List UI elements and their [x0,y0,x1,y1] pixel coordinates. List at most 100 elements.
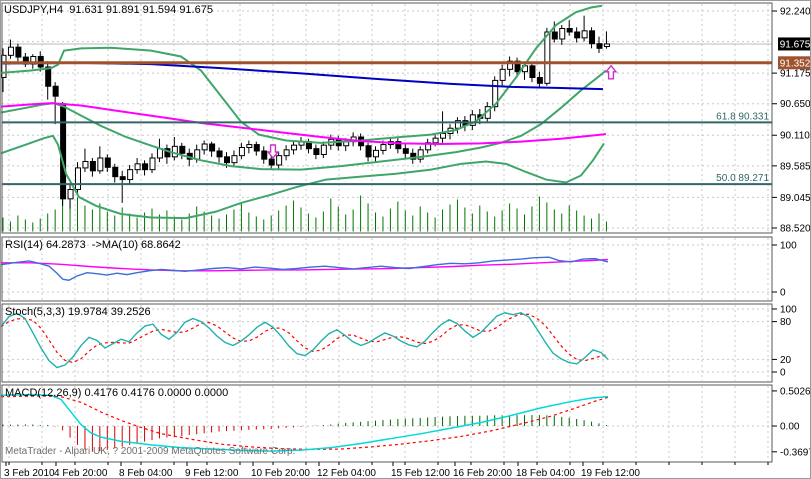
time-axis-label: 4 Feb 20:00 [54,468,108,479]
candle-bull [134,163,141,171]
macd-axis-label: 0.00 [780,422,800,433]
down-arrow-marker [266,144,280,160]
price-axis-label: 89.585 [780,161,811,172]
candle-bear [589,30,596,45]
macd-axis-label: 0.5026 [780,386,811,397]
candle-bear [119,176,126,181]
candle-bull [149,157,156,171]
macd-signal-line [1,395,609,450]
time-axis-label: 15 Feb 12:00 [391,468,450,479]
macd-label: MACD(12,26,9) 0.4176 0.4176 0.0000 0.000… [5,387,229,399]
candle-bull [440,132,447,139]
time-axis-label: 19 Feb 12:00 [581,468,640,479]
candle-bull [469,114,476,126]
candle-bear [15,46,22,58]
candle-bear [112,166,119,178]
rsi-line [1,256,609,281]
time-axis-label: 16 Feb 20:00 [453,468,512,479]
candle-bull [231,155,238,164]
macd-main-line [1,393,609,452]
candle-bear [395,141,402,150]
rsi-label: RSI(14) 64.2873 ->MA(10) 68.8642 [5,239,181,251]
candle-bull [603,43,610,48]
candle-bear [179,145,186,154]
candle-bull [320,144,327,155]
candle-bear [142,163,149,171]
stoch-axis-label: 100 [780,305,797,316]
candle-bull [75,167,81,190]
candle-bear [551,31,558,40]
candle-bear [566,27,573,33]
bollinger-lower [1,134,605,220]
stoch-main-line [1,312,609,369]
ma-magenta [1,102,607,145]
candle-bull [1,54,7,78]
bollinger-middle [1,69,607,171]
up-arrow-marker [604,64,618,80]
price-axis-label: 92.240 [780,7,811,18]
macd-panel [1,384,773,463]
rsi-panel [1,236,773,302]
candle-bull [194,149,201,160]
candle-bull [380,144,387,151]
macd-axis-label: -0.3697 [780,447,811,458]
stoch-axis-label: 0 [780,368,786,379]
candle-bear [216,150,223,158]
candle-bear [313,148,320,155]
candle-bear [224,156,230,164]
rsi-ma-line [1,258,609,272]
stoch-axis-label: 80 [780,317,792,328]
candle-bear [45,66,52,87]
candle-bear [514,60,521,73]
candle-bull [544,31,551,84]
candle-bull [492,79,499,108]
candle-bear [261,150,268,160]
candle-bull [507,60,514,70]
candle-bull [581,30,588,39]
chart-title: USDJPY,H4 91.631 91.891 91.594 91.675 [4,4,213,16]
time-axis-label: 8 Feb 04:00 [119,468,173,479]
candle-bear [253,144,260,152]
candle-bull [238,146,245,157]
price-axis-label: 90.650 [780,99,811,110]
candle-bull [291,144,298,151]
candle-bull [82,160,89,169]
hline-price-badge [778,56,810,70]
rsi-axis-label: 100 [780,241,797,252]
time-axis-label: 18 Feb 04:00 [516,468,575,479]
time-axis-label: 3 Feb 2010 [4,468,55,479]
candle-bear [89,160,96,172]
watermark: MetaTrader - Alpari UK, ? 2001-2009 Meta… [5,446,296,457]
price-badge-label: 91.352 [780,58,811,69]
candle-bull [417,149,424,160]
time-axis-label: 10 Feb 20:00 [251,468,310,479]
candle-bull [499,68,506,81]
candle-bear [536,76,543,84]
candle-bull [559,27,566,40]
candle-bear [596,43,603,49]
candle-bear [209,143,216,152]
price-axis-label: 89.045 [780,193,811,204]
candle-bear [410,152,417,160]
price-badge-label: 91.675 [780,39,811,50]
main-chart-panel [1,2,773,234]
candle-bear [529,65,536,78]
candle-bear [402,148,409,154]
candle-bear [104,157,111,168]
candle-bear [52,85,59,97]
stoch-label: Stoch(5,3,3) 19.9784 39.2526 [5,306,151,318]
candle-bull [201,143,208,151]
candle-bull [432,137,439,144]
stoch-panel [1,303,773,383]
time-axis-label: 9 Feb 12:00 [185,468,239,479]
fibonacci-label: 61.8 90.331 [716,111,769,122]
current-price-badge [778,37,810,51]
price-axis-label: 90.110 [780,131,810,142]
candle-bear [365,145,372,158]
price-axis-label: 91.175 [780,69,811,80]
candle-bull [127,169,134,181]
candle-bull [276,155,283,166]
stoch-axis-label: 20 [780,355,792,366]
candle-bear [574,31,581,39]
